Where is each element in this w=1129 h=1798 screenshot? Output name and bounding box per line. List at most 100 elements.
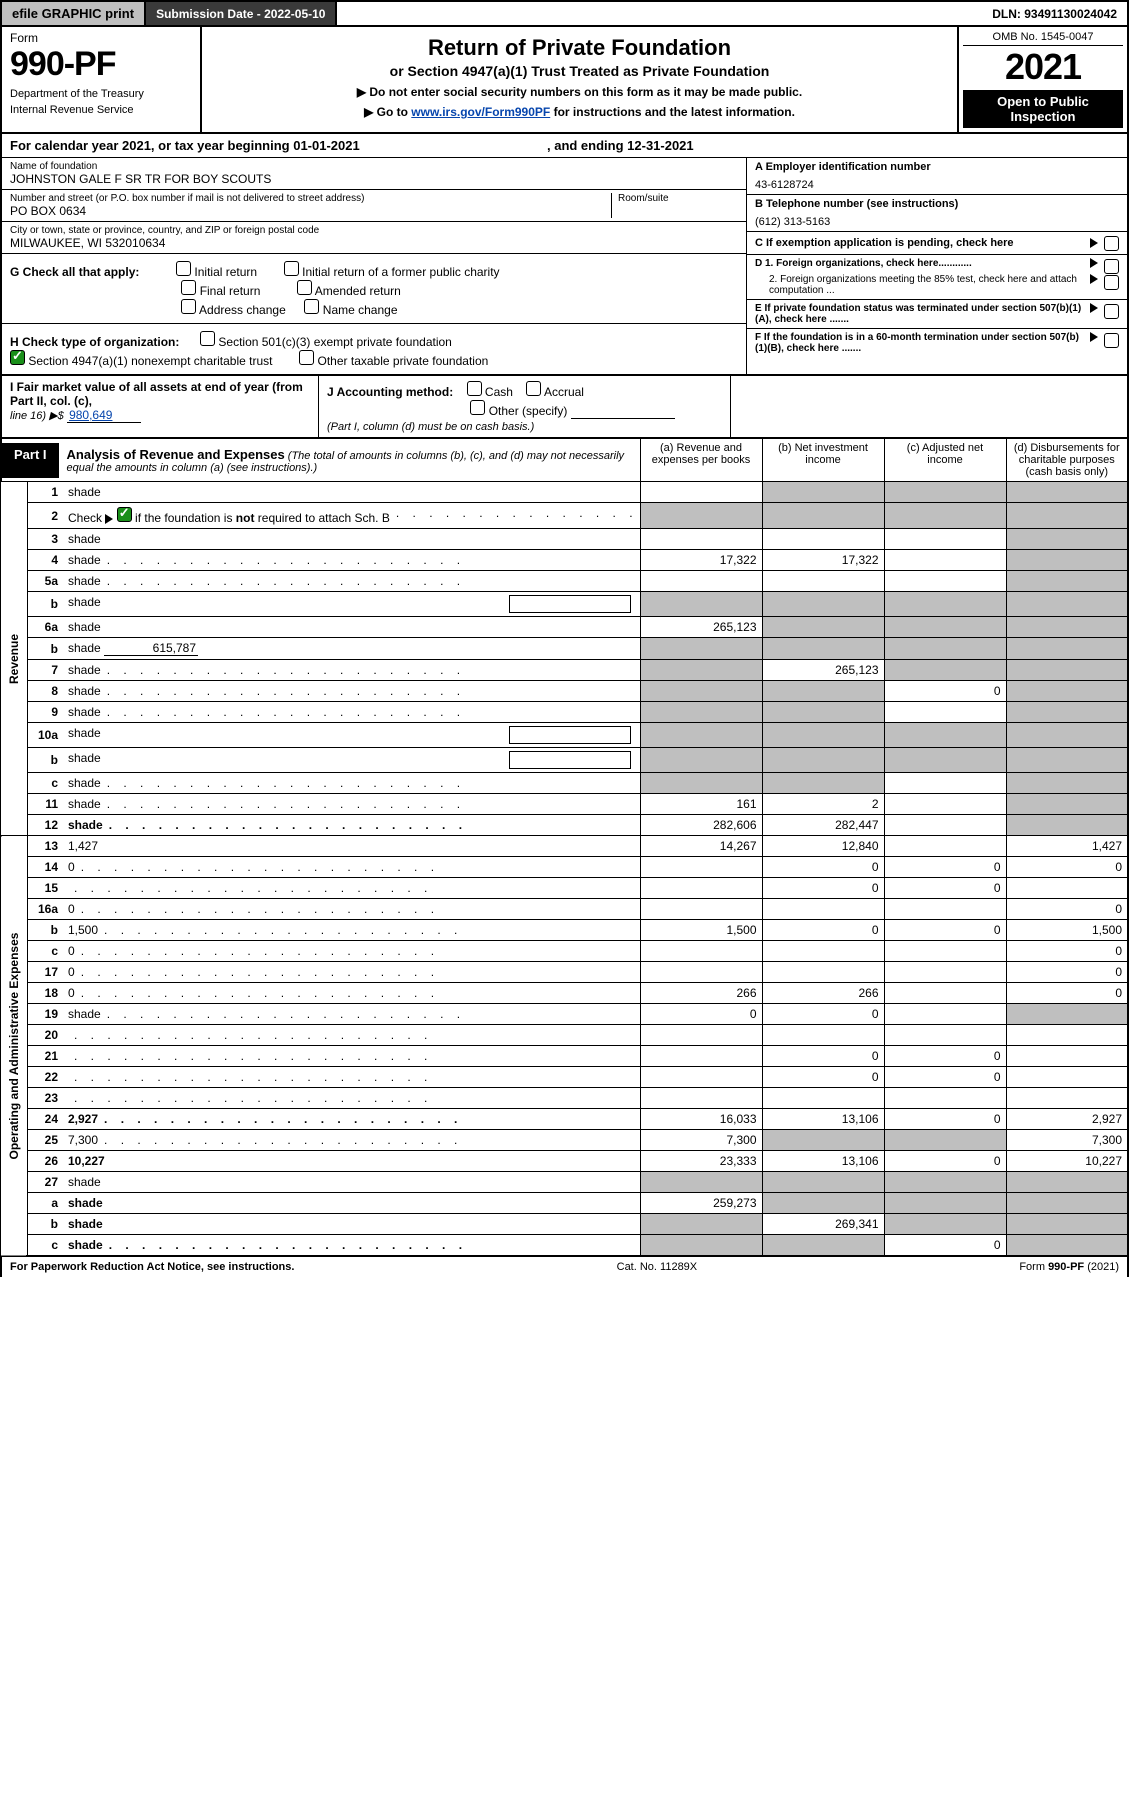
fmv-link[interactable]: 980,649: [67, 408, 141, 423]
row-desc: . . . . . . . . . . . . . . . . . . . . …: [63, 1088, 640, 1109]
chk-other-method[interactable]: [470, 400, 485, 415]
form-ref: Form 990-PF (2021): [1019, 1261, 1119, 1273]
chk-f[interactable]: [1104, 333, 1119, 348]
table-cell: 13,106: [762, 1151, 884, 1172]
ssn-warning: ▶ Do not enter social security numbers o…: [210, 85, 949, 99]
row-desc: 2,927. . . . . . . . . . . . . . . . . .…: [63, 1109, 640, 1130]
chk-initial-return[interactable]: [176, 261, 191, 276]
row-desc: Check if the foundation is not required …: [63, 503, 640, 529]
row-desc: shade: [63, 592, 640, 617]
row-number: 14: [27, 857, 63, 878]
table-row: 20. . . . . . . . . . . . . . . . . . . …: [1, 1025, 1128, 1046]
table-cell: 13,106: [762, 1109, 884, 1130]
col-d-header: (d) Disbursements for charitable purpose…: [1006, 439, 1128, 482]
table-cell: [884, 702, 1006, 723]
row-desc: shade. . . . . . . . . . . . . . . . . .…: [63, 1235, 640, 1257]
row-desc: . . . . . . . . . . . . . . . . . . . . …: [63, 1046, 640, 1067]
table-cell: 7,300: [640, 1130, 762, 1151]
table-cell: [884, 962, 1006, 983]
table-cell: 266: [640, 983, 762, 1004]
arrow-icon: [1090, 274, 1098, 284]
table-cell: [1006, 550, 1128, 571]
dept-treasury: Department of the Treasury: [10, 88, 192, 100]
chk-d1[interactable]: [1104, 259, 1119, 274]
table-cell: [762, 1088, 884, 1109]
table-row: 257,300. . . . . . . . . . . . . . . . .…: [1, 1130, 1128, 1151]
chk-e[interactable]: [1104, 304, 1119, 319]
goto-suffix: for instructions and the latest informat…: [550, 105, 795, 119]
chk-cash[interactable]: [467, 381, 482, 396]
chk-c[interactable]: [1104, 236, 1119, 251]
chk-initial-former[interactable]: [284, 261, 299, 276]
row-number: 10a: [27, 723, 63, 748]
chk-name-change[interactable]: [304, 299, 319, 314]
table-cell: [1006, 1004, 1128, 1025]
table-cell: [640, 592, 762, 617]
chk-schb[interactable]: [117, 507, 132, 522]
table-cell: [1006, 681, 1128, 702]
table-cell: 0: [762, 1004, 884, 1025]
chk-final-return[interactable]: [181, 280, 196, 295]
row-desc: shade. . . . . . . . . . . . . . . . . .…: [63, 681, 640, 702]
row-number: b: [27, 1214, 63, 1235]
table-cell: [884, 1025, 1006, 1046]
form990pf-link[interactable]: www.irs.gov/Form990PF: [411, 105, 550, 119]
chk-accrual[interactable]: [526, 381, 541, 396]
table-cell: 0: [762, 1067, 884, 1088]
row-number: 13: [27, 836, 63, 857]
opt-name-change: Name change: [323, 303, 398, 317]
table-row: cshade. . . . . . . . . . . . . . . . . …: [1, 1235, 1128, 1257]
table-cell: 0: [884, 857, 1006, 878]
row-desc: . . . . . . . . . . . . . . . . . . . . …: [63, 1067, 640, 1088]
efile-print-button[interactable]: efile GRAPHIC print: [2, 2, 146, 25]
row-desc: 0. . . . . . . . . . . . . . . . . . . .…: [63, 941, 640, 962]
table-cell: [762, 1025, 884, 1046]
table-cell: 12,840: [762, 836, 884, 857]
table-row: 15. . . . . . . . . . . . . . . . . . . …: [1, 878, 1128, 899]
table-cell: [884, 836, 1006, 857]
chk-other-taxable[interactable]: [299, 350, 314, 365]
i-label: I Fair market value of all assets at end…: [10, 380, 303, 408]
i-line16: line 16) ▶$: [10, 410, 64, 422]
ein-label: A Employer identification number: [755, 161, 1119, 173]
ein-value: 43-6128724: [755, 173, 1119, 191]
row-desc: shade. . . . . . . . . . . . . . . . . .…: [63, 794, 640, 815]
row-number: 21: [27, 1046, 63, 1067]
row-desc: 1,500. . . . . . . . . . . . . . . . . .…: [63, 920, 640, 941]
phone-label: B Telephone number (see instructions): [755, 198, 1119, 210]
opt-initial-former: Initial return of a former public charit…: [302, 265, 499, 279]
table-cell: [1006, 1088, 1128, 1109]
goto-line: ▶ Go to www.irs.gov/Form990PF for instru…: [210, 105, 949, 119]
table-cell: [1006, 638, 1128, 660]
col-b-header: (b) Net investment income: [762, 439, 884, 482]
opt-amended: Amended return: [315, 284, 401, 298]
row-desc: shade: [63, 1214, 640, 1235]
table-cell: 2,927: [1006, 1109, 1128, 1130]
table-cell: [1006, 1067, 1128, 1088]
row-desc: shade. . . . . . . . . . . . . . . . . .…: [63, 815, 640, 836]
h-label: H Check type of organization:: [10, 335, 179, 349]
table-cell: 0: [762, 878, 884, 899]
table-cell: [1006, 660, 1128, 681]
row-number: b: [27, 920, 63, 941]
paperwork-notice: For Paperwork Reduction Act Notice, see …: [10, 1261, 294, 1273]
row-desc: shade. . . . . . . . . . . . . . . . . .…: [63, 550, 640, 571]
table-cell: 17,322: [640, 550, 762, 571]
table-cell: 16,033: [640, 1109, 762, 1130]
col-c-header: (c) Adjusted net income: [884, 439, 1006, 482]
row-number: 16a: [27, 899, 63, 920]
table-cell: [1006, 617, 1128, 638]
table-cell: [1006, 748, 1128, 773]
chk-4947a1[interactable]: [10, 350, 25, 365]
d1-label: D 1. Foreign organizations, check here..…: [755, 258, 1090, 269]
table-cell: [1006, 1214, 1128, 1235]
chk-d2[interactable]: [1104, 275, 1119, 290]
chk-amended[interactable]: [297, 280, 312, 295]
table-cell: 2: [762, 794, 884, 815]
table-cell: [884, 748, 1006, 773]
row-number: 20: [27, 1025, 63, 1046]
form-header: Form 990-PF Department of the Treasury I…: [0, 27, 1129, 134]
chk-501c3[interactable]: [200, 331, 215, 346]
table-cell: [1006, 1025, 1128, 1046]
chk-address-change[interactable]: [181, 299, 196, 314]
